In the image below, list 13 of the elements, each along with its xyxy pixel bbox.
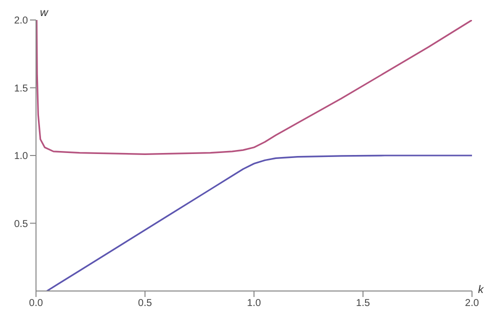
y-tick-label: 1.0 <box>14 151 28 162</box>
y-tick-label: 2.0 <box>14 16 28 27</box>
x-tick-label: 1.5 <box>356 298 370 310</box>
y-tick-label: 1.5 <box>14 83 28 94</box>
line-series <box>36 20 472 155</box>
line-series <box>46 154 472 291</box>
x-tick-label: 0.0 <box>29 298 44 310</box>
x-tick-label: 0.5 <box>138 298 152 310</box>
x-tick-label: 1.0 <box>247 298 262 310</box>
y-tick-label: 0.5 <box>14 218 28 230</box>
x-axis-title: k <box>478 284 484 296</box>
x-tick-label: 2.0 <box>465 298 480 310</box>
y-axis-title: w <box>40 6 49 19</box>
